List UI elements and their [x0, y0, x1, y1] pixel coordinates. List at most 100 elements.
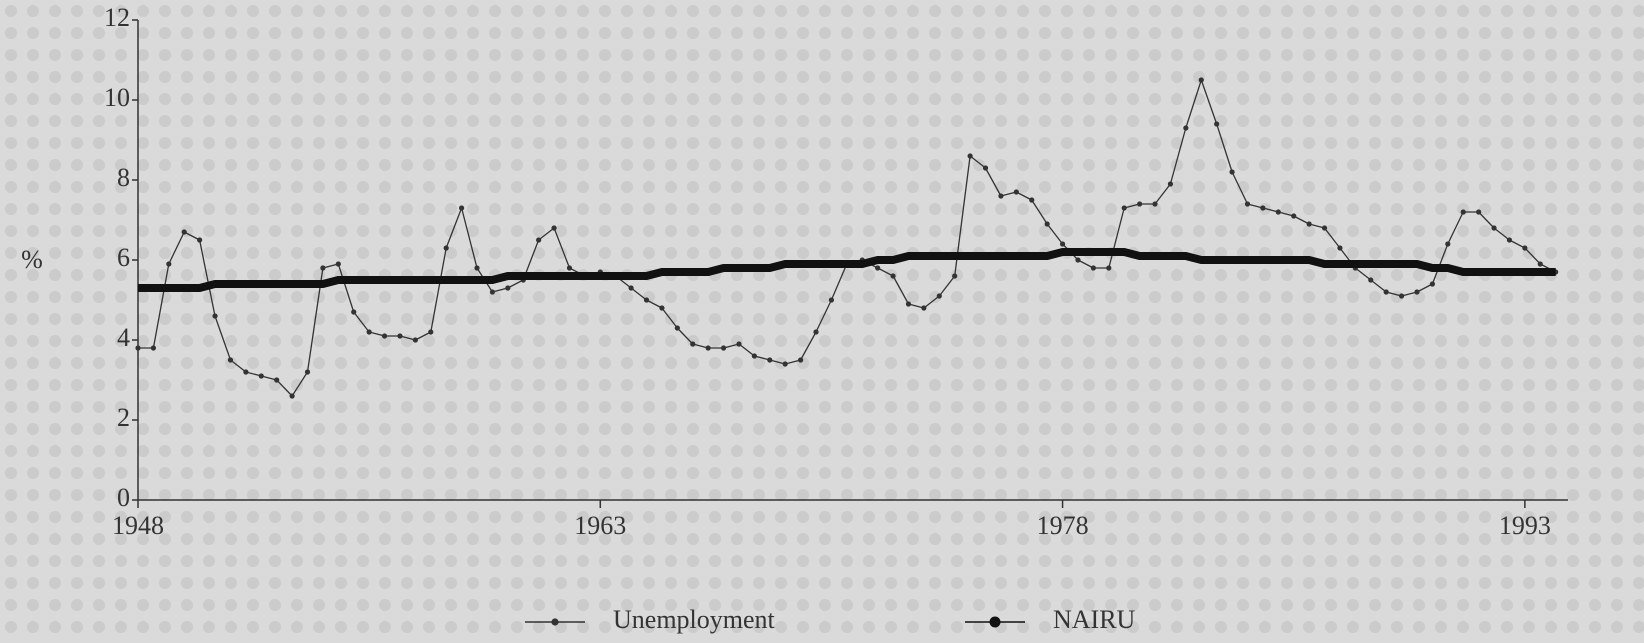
data-point	[1106, 265, 1112, 271]
data-point	[998, 193, 1004, 199]
legend-marker	[551, 618, 559, 626]
y-tick-label: 0	[117, 483, 130, 512]
data-point	[381, 333, 388, 339]
data-point	[1152, 201, 1158, 207]
data-point	[952, 273, 958, 279]
data-point	[1075, 257, 1081, 263]
data-point	[1198, 77, 1204, 83]
data-point	[566, 265, 573, 271]
legend-label: Unemployment	[613, 605, 776, 634]
data-point	[1368, 277, 1374, 283]
data-point	[798, 357, 804, 363]
legend-marker	[989, 616, 1001, 628]
x-tick-label: 1963	[574, 511, 626, 540]
data-point	[166, 261, 172, 267]
data-point	[1460, 209, 1466, 215]
data-point	[366, 329, 372, 335]
y-axis-label: %	[21, 245, 43, 274]
data-point	[1321, 225, 1328, 231]
data-point	[1244, 201, 1251, 207]
data-point	[458, 205, 465, 211]
data-point	[705, 345, 711, 351]
data-point	[1229, 169, 1235, 175]
data-point	[536, 237, 542, 243]
data-point	[227, 357, 234, 363]
y-tick-label: 2	[117, 403, 130, 432]
data-point	[890, 273, 896, 279]
data-point	[551, 225, 557, 231]
data-point	[921, 305, 927, 311]
data-point	[736, 341, 742, 347]
data-point	[813, 329, 819, 335]
data-point	[397, 333, 403, 339]
data-point	[428, 329, 434, 335]
data-point	[690, 341, 696, 347]
y-tick-label: 6	[117, 243, 130, 272]
data-point	[243, 369, 249, 375]
data-point	[135, 345, 141, 351]
data-point	[1183, 125, 1189, 131]
data-point	[1337, 245, 1343, 251]
data-point	[1260, 205, 1266, 211]
data-point	[1029, 197, 1035, 203]
data-point	[751, 353, 757, 359]
data-point	[1214, 121, 1220, 127]
data-point	[1090, 265, 1096, 271]
data-point	[1491, 225, 1497, 231]
data-point	[936, 293, 942, 299]
data-point	[335, 261, 341, 267]
data-point	[489, 289, 496, 295]
data-point	[1429, 281, 1435, 287]
data-point	[782, 361, 788, 367]
data-point	[258, 373, 264, 379]
data-point	[905, 301, 912, 307]
data-point	[150, 345, 157, 351]
series-line	[138, 248, 1556, 292]
data-point	[1121, 205, 1127, 211]
data-point	[643, 297, 650, 303]
data-point	[982, 165, 989, 171]
data-point	[828, 297, 835, 303]
y-tick-label: 4	[117, 323, 130, 352]
data-point	[1167, 181, 1174, 187]
y-tick-label: 8	[117, 163, 130, 192]
x-tick-label: 1948	[112, 511, 164, 540]
data-point	[628, 285, 634, 291]
data-point	[1414, 289, 1420, 295]
data-point	[351, 309, 357, 315]
data-point	[474, 265, 480, 271]
data-point	[875, 265, 881, 271]
data-point	[505, 285, 511, 291]
y-tick-label: 12	[104, 3, 130, 32]
data-point	[1059, 241, 1066, 247]
data-point	[720, 345, 727, 351]
data-point	[1522, 245, 1528, 251]
data-point	[1275, 209, 1281, 215]
data-point	[304, 369, 311, 375]
data-point	[1291, 213, 1297, 219]
data-point	[320, 265, 326, 271]
data-point	[1013, 189, 1019, 195]
data-point	[1476, 209, 1482, 215]
data-point	[443, 245, 449, 251]
data-point	[181, 229, 187, 235]
data-point	[1537, 261, 1543, 267]
data-point	[1306, 221, 1312, 227]
data-point	[1137, 201, 1143, 207]
data-point	[212, 313, 218, 319]
data-point	[412, 337, 418, 343]
data-point	[1398, 293, 1405, 299]
x-tick-label: 1978	[1037, 511, 1089, 540]
data-point	[1506, 237, 1513, 243]
data-point	[674, 325, 680, 331]
y-tick-label: 10	[104, 83, 130, 112]
data-point	[289, 393, 295, 399]
data-point	[274, 377, 280, 383]
data-point	[197, 237, 203, 243]
data-point	[659, 305, 665, 311]
data-point	[1044, 221, 1050, 227]
x-tick-label: 1993	[1499, 511, 1551, 540]
